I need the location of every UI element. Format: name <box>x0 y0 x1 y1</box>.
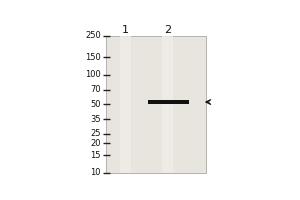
Text: 50: 50 <box>91 100 101 109</box>
Text: 2: 2 <box>164 25 171 35</box>
Text: 35: 35 <box>90 115 101 124</box>
Text: 15: 15 <box>91 151 101 160</box>
Text: 150: 150 <box>85 53 101 62</box>
Text: 10: 10 <box>91 168 101 177</box>
Text: 20: 20 <box>91 139 101 148</box>
Text: 1: 1 <box>122 25 129 35</box>
Text: 25: 25 <box>91 129 101 138</box>
Text: 250: 250 <box>85 31 101 40</box>
Bar <box>162 36 173 173</box>
Bar <box>148 100 189 104</box>
Text: 100: 100 <box>85 70 101 79</box>
Bar <box>120 36 130 173</box>
Bar <box>106 36 206 173</box>
Text: 70: 70 <box>90 85 101 94</box>
